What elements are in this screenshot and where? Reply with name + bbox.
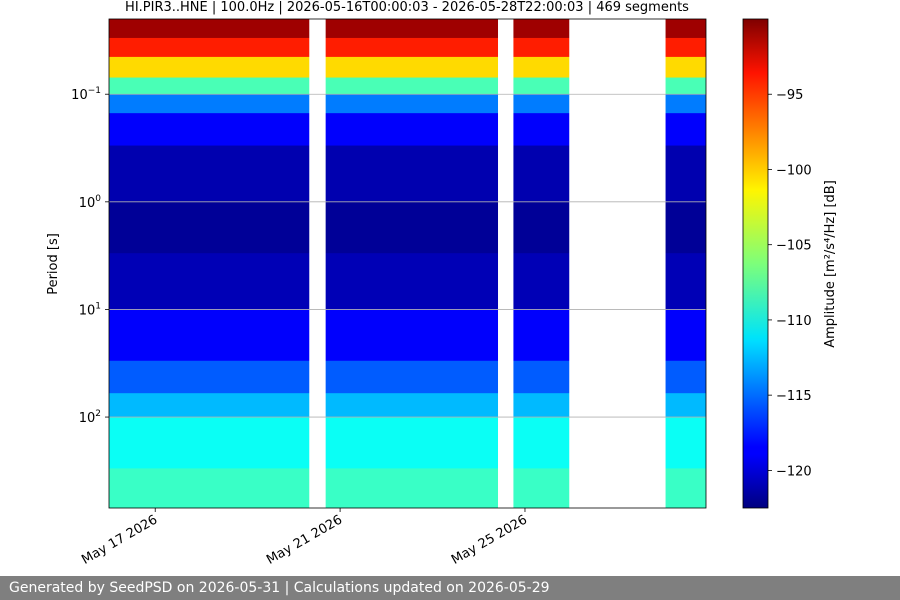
colorbar-tick-label: −105 <box>776 239 812 254</box>
colorbar-tick-label: −95 <box>776 88 803 103</box>
footer-text: Generated by SeedPSD on 2026-05-31 | Cal… <box>9 580 550 596</box>
amplitude-band <box>109 94 706 114</box>
grid-lines <box>109 93 706 418</box>
colorbar-ticks: −95 −100 −105 −110 −115 −120 <box>768 88 812 479</box>
footer-bar: Generated by SeedPSD on 2026-05-31 | Cal… <box>0 576 900 600</box>
data-gap <box>309 19 326 508</box>
colorbar: −95 −100 −105 −110 −115 −120 Amplitude [m²/s⁴… <box>742 18 838 509</box>
colorbar-gradient <box>742 18 769 509</box>
y-tick-label: 10−1 <box>71 86 101 103</box>
chart-title: HI.PIR3..HNE | 100.0Hz | 2026-05-16T00:0… <box>125 0 689 15</box>
plot-frame <box>108 18 707 509</box>
amplitude-band <box>109 77 706 95</box>
colorbar-tick-label: −100 <box>776 163 812 178</box>
y-tick-label: 102 <box>79 409 101 426</box>
colorbar-label: Amplitude [m²/s⁴/Hz] [dB] <box>823 180 838 348</box>
colorbar-tick-label: −115 <box>776 389 812 404</box>
y-axis: 10−1 100 101 102 <box>71 86 109 426</box>
x-axis: May 17 2026 May 21 2026 May 25 2026 <box>79 508 530 568</box>
data-gap <box>569 19 666 508</box>
y-axis-label: Period [s] <box>46 233 61 295</box>
data-gaps <box>309 19 666 508</box>
y-tick-label: 101 <box>79 301 101 318</box>
y-tick-label: 100 <box>79 194 102 211</box>
amplitude-band <box>109 37 706 58</box>
amplitude-band <box>109 56 706 79</box>
amplitude-band <box>109 19 706 39</box>
spectrogram-plot <box>109 19 706 508</box>
x-tick-label: May 21 2026 <box>264 512 345 567</box>
data-gap <box>498 19 514 508</box>
x-tick-label: May 17 2026 <box>79 512 160 567</box>
colorbar-tick-label: −110 <box>776 314 812 329</box>
x-tick-label: May 25 2026 <box>449 512 530 567</box>
colorbar-tick-label: −120 <box>776 464 812 479</box>
psd-spectrogram-chart: HI.PIR3..HNE | 100.0Hz | 2026-05-16T00:0… <box>46 0 838 568</box>
